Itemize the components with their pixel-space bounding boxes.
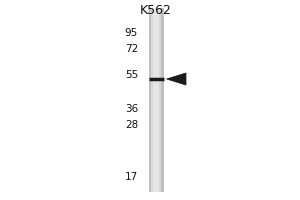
Polygon shape [167,73,186,85]
Text: K562: K562 [140,4,172,18]
Text: 17: 17 [125,172,138,182]
Bar [153,8,159,192]
Text: 72: 72 [125,44,138,54]
Text: 95: 95 [125,28,138,38]
Text: 28: 28 [125,120,138,130]
Text: 55: 55 [125,70,138,80]
Bar [148,8,164,192]
Text: 36: 36 [125,104,138,114]
Bar [151,8,161,192]
